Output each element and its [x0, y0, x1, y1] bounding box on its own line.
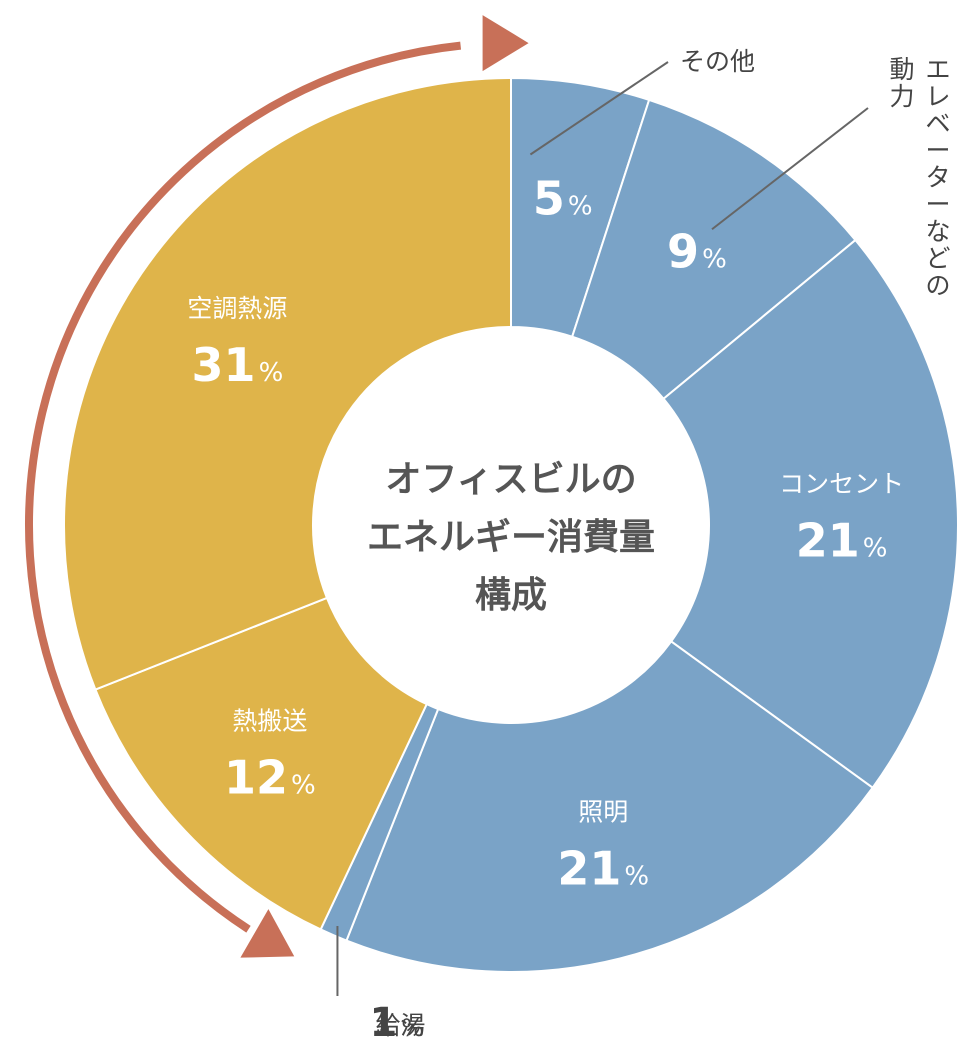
- slice-value-3: 21%: [557, 842, 649, 896]
- slice-label-6: 空調熱源 31%: [187, 294, 287, 392]
- arrow-arc: [25, 41, 462, 933]
- slice-value-5: 12%: [224, 750, 316, 804]
- slice-2: [662, 238, 959, 790]
- slice-value-1: 9%: [667, 224, 727, 278]
- arrow-head-top: [482, 15, 529, 72]
- slice-value-0: 5%: [533, 171, 593, 225]
- slice-name-6: 空調熱源: [187, 294, 287, 323]
- leader-line-0: [529, 61, 669, 156]
- slice-label-3: 照明 21%: [557, 798, 649, 896]
- slice-name-4: 給湯: [375, 1011, 425, 1040]
- slice-1: [570, 98, 857, 401]
- arrow-head-bottom: [240, 909, 295, 958]
- hvac-share-arrow: [25, 15, 529, 958]
- ext-label-0: その他: [680, 47, 755, 76]
- donut-slices: [63, 76, 959, 973]
- ext-label-1-line-0: エレベーターなどの: [925, 55, 950, 300]
- slice-6: [63, 76, 512, 691]
- slice-value-2: 21%: [796, 514, 888, 568]
- leader-line-1: [711, 107, 869, 231]
- center-title-line-2: 構成: [475, 575, 547, 616]
- center-title-line-1: エネルギー消費量: [367, 517, 655, 558]
- slice-name-3: 照明: [578, 798, 628, 827]
- slice-5: [94, 596, 429, 931]
- slice-3: [345, 639, 875, 973]
- slice-label-4: 給湯1%: [369, 1000, 425, 1046]
- slice-label-0: 5%: [533, 171, 593, 225]
- slice-name-5: 熱搬送: [232, 706, 307, 735]
- slice-label-1: 9%: [667, 224, 727, 278]
- slice-label-2: コンセント 21%: [779, 470, 904, 568]
- center-disc: [317, 331, 705, 719]
- slice-name-2: コンセント: [779, 470, 904, 499]
- ext-label-1-line-1: 動力: [889, 55, 914, 111]
- slice-value-6: 31%: [192, 338, 284, 392]
- slice-value-4: 1%: [369, 1000, 424, 1046]
- slice-label-5: 熱搬送 12%: [224, 706, 316, 804]
- slice-labels: 5 % 9 % コンセント 21 % 照明 21 % 熱搬送 12 % 空調熱源 31%: [187, 171, 904, 895]
- center-title-line-0: オフィスビルの: [385, 459, 636, 500]
